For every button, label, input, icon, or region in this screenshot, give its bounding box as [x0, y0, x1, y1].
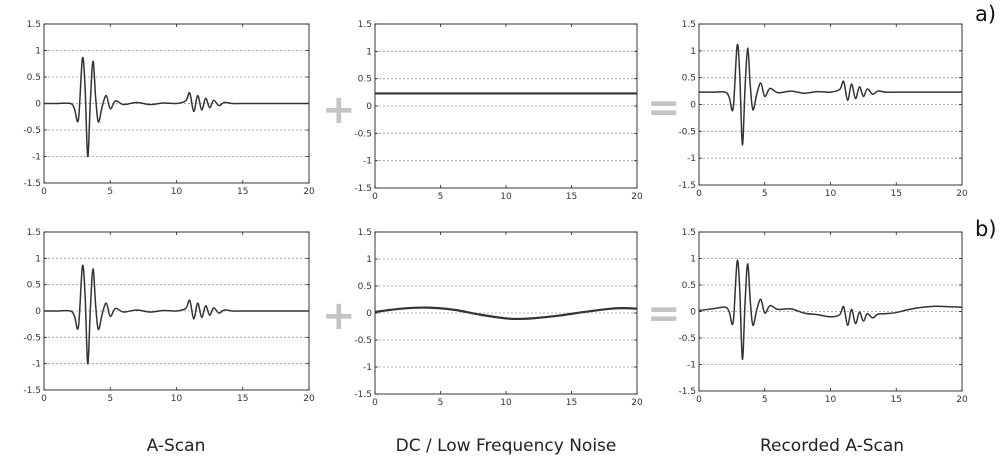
y-tick-label: -1 [32, 153, 41, 163]
series-line-b-ascan [44, 264, 309, 365]
y-tick-label: 0 [35, 100, 41, 110]
y-tick-label: -1.5 [23, 386, 41, 396]
y-tick-label: -1 [687, 361, 696, 371]
y-tick-label: 0 [690, 308, 696, 318]
x-tick-label: 5 [762, 395, 768, 405]
y-tick-label: 0 [366, 102, 372, 112]
y-tick-label: -0.5 [23, 333, 41, 343]
y-tick-label: -1.5 [354, 184, 372, 194]
plot-frame [374, 231, 638, 395]
x-tick-label: 10 [500, 398, 512, 408]
x-tick-label: 0 [696, 395, 702, 405]
y-tick-label: 1.5 [27, 20, 41, 30]
series-line-b-recorded [698, 259, 963, 360]
row-label-b: b) [975, 217, 997, 241]
y-tick-label: -1.5 [354, 390, 372, 400]
x-tick-label: 5 [107, 394, 113, 404]
y-tick-label: -0.5 [678, 334, 696, 344]
x-tick-label: 0 [696, 189, 702, 199]
y-tick-label: 0.5 [27, 281, 41, 291]
y-tick-label: -0.5 [354, 336, 372, 346]
x-tick-label: 20 [303, 394, 315, 404]
x-tick-label: 15 [237, 187, 248, 197]
x-tick-label: 15 [237, 394, 248, 404]
equals-operator-b: = [647, 291, 681, 337]
y-tick-label: 1.5 [27, 228, 41, 238]
plot-frame [698, 231, 963, 392]
column-label-recorded: Recorded A-Scan [759, 436, 905, 456]
x-tick-label: 10 [171, 394, 183, 404]
plot-b-recorded: -1.5 -1 -0.5 0 0.5 1 1.5 0 5 10 15 20 [678, 228, 968, 405]
x-tick-label: 15 [566, 192, 577, 202]
y-tick-label: 0.5 [682, 281, 696, 291]
x-tick-label: 20 [956, 189, 968, 199]
column-label-noise: DC / Low Frequency Noise [395, 436, 617, 456]
x-tick-label: 5 [107, 187, 113, 197]
row-label-a: a) [975, 2, 997, 26]
series-line-b-noise [374, 306, 638, 321]
x-tick-label: 20 [303, 187, 315, 197]
x-tick-label: 20 [631, 192, 643, 202]
y-tick-label: 1 [690, 255, 696, 265]
y-tick-label: 1 [35, 254, 41, 264]
y-tick-label: 0.5 [358, 282, 372, 292]
plot-frame [374, 23, 638, 189]
plus-operator-a: + [322, 87, 356, 133]
y-tick-label: -0.5 [354, 129, 372, 139]
y-tick-label: 1.5 [358, 20, 372, 30]
x-tick-label: 10 [825, 395, 837, 405]
x-tick-label: 5 [762, 189, 768, 199]
x-tick-label: 15 [566, 398, 577, 408]
y-tick-label: 0 [690, 101, 696, 111]
plot-b-noise: -1.5 -1 -0.5 0 0.5 1 1.5 0 5 10 15 20 [354, 228, 643, 408]
y-tick-label: 1.5 [682, 20, 696, 30]
y-tick-label: -1.5 [678, 181, 696, 191]
x-tick-label: 10 [825, 189, 837, 199]
y-tick-label: 0.5 [358, 75, 372, 85]
plot-a-recorded: -1.5 -1 -0.5 0 0.5 1 1.5 0 5 10 15 20 [678, 20, 968, 199]
x-tick-label: 0 [372, 398, 378, 408]
y-tick-label: -0.5 [678, 127, 696, 137]
x-tick-label: 5 [438, 398, 444, 408]
y-tick-label: -1.5 [23, 179, 41, 189]
y-tick-label: 1 [35, 47, 41, 57]
y-tick-label: 0.5 [27, 73, 41, 83]
plot-frame [698, 23, 963, 186]
y-tick-label: -0.5 [23, 126, 41, 136]
x-tick-label: 0 [372, 192, 378, 202]
equals-operator-a: = [647, 85, 681, 131]
y-tick-label: -1 [363, 363, 372, 373]
y-tick-label: 1.5 [682, 228, 696, 238]
x-tick-label: 20 [956, 395, 968, 405]
y-tick-label: 1 [690, 47, 696, 57]
x-tick-label: 5 [438, 192, 444, 202]
y-tick-label: 1 [366, 47, 372, 57]
y-tick-label: -1 [687, 154, 696, 164]
y-tick-label: 1 [366, 255, 372, 265]
y-tick-label: 1.5 [358, 228, 372, 238]
x-tick-label: 0 [41, 187, 47, 197]
x-tick-label: 15 [891, 189, 902, 199]
y-tick-label: -1 [363, 157, 372, 167]
y-tick-label: -1.5 [678, 387, 696, 397]
y-tick-label: 0 [366, 309, 372, 319]
x-tick-label: 20 [631, 398, 643, 408]
x-tick-label: 10 [500, 192, 512, 202]
column-label-ascan: A-Scan [146, 436, 206, 456]
x-tick-label: 0 [41, 394, 47, 404]
y-tick-label: 0 [35, 307, 41, 317]
x-tick-label: 10 [171, 187, 183, 197]
y-tick-label: -1 [32, 360, 41, 370]
series-line-a-ascan [43, 56, 309, 158]
x-tick-label: 15 [891, 395, 902, 405]
series-line-a-recorded [698, 43, 962, 146]
plot-a-noise: -1.5 -1 -0.5 0 0.5 1 1.5 0 5 10 15 20 [354, 20, 643, 202]
plus-operator-b: + [322, 293, 356, 339]
plot-a-ascan: -1.5 -1 -0.5 0 0.5 1 1.5 0 5 10 15 20 [23, 20, 315, 197]
plot-b-ascan: -1.5 -1 -0.5 0 0.5 1 1.5 0 5 10 15 20 [23, 228, 315, 404]
y-tick-label: 0.5 [682, 74, 696, 84]
